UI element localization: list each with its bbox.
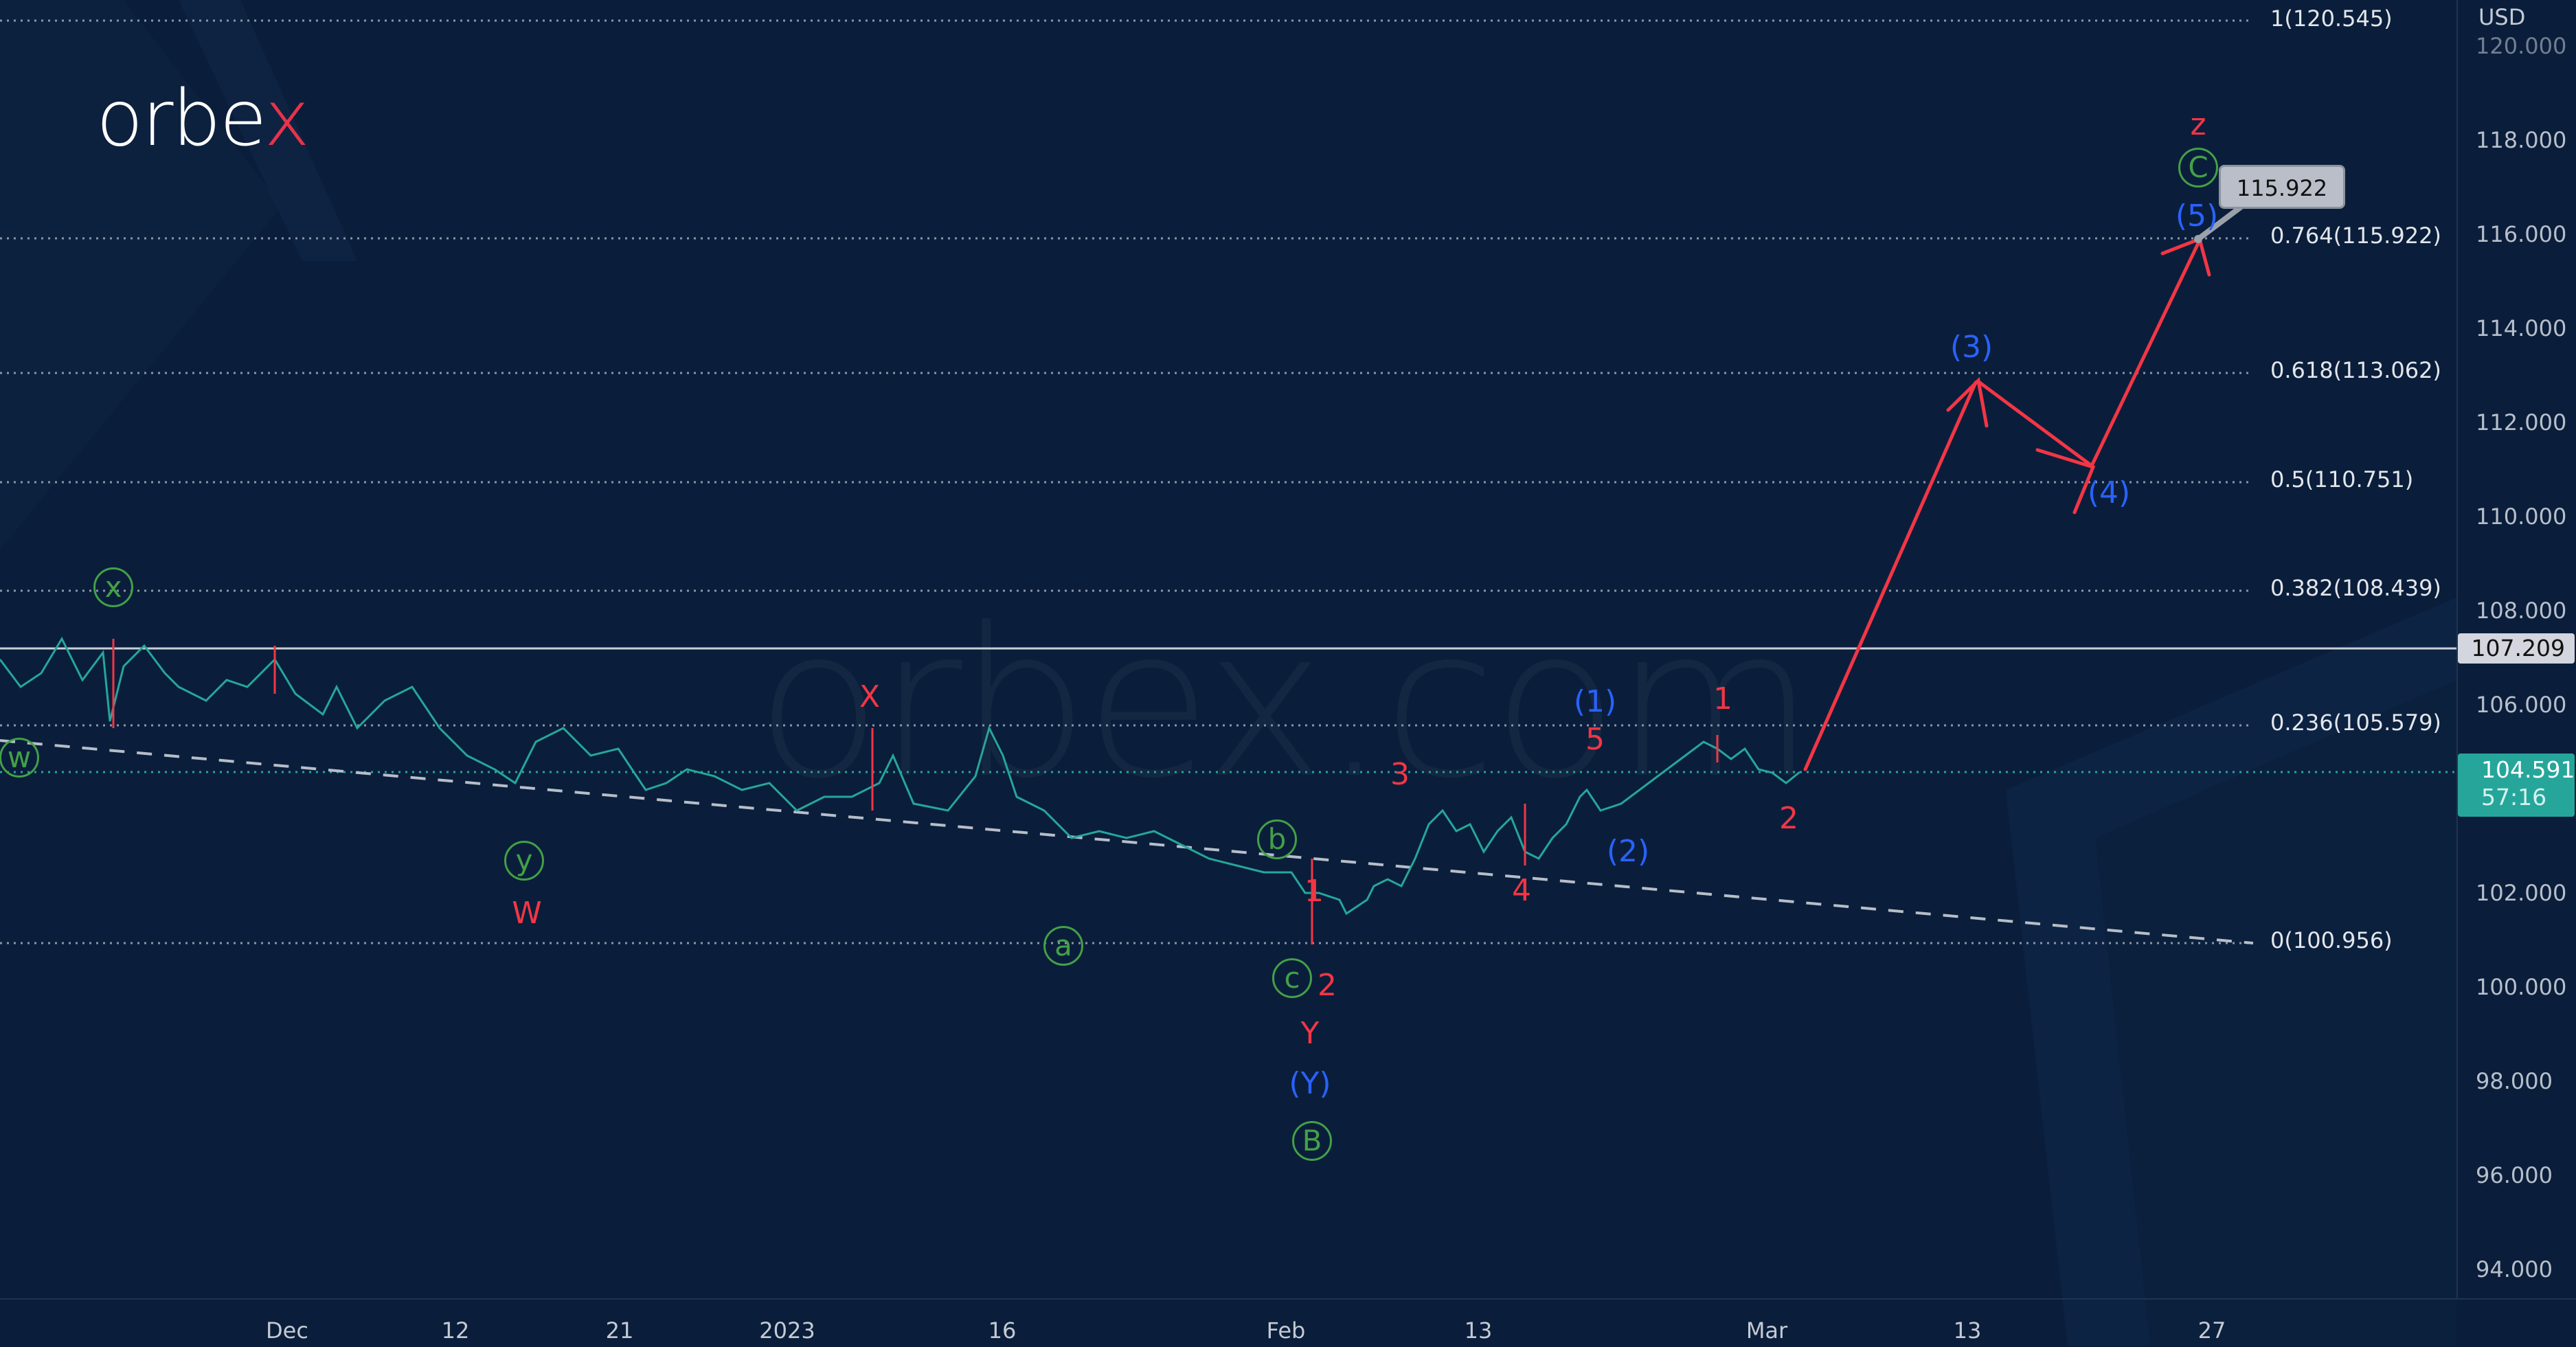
wave-label-B: B [1292, 1121, 1332, 1161]
price-series [0, 636, 1800, 916]
wave-label-z: z [2190, 107, 2206, 142]
time-tick: 27 [2197, 1317, 2226, 1344]
fib-label-0764: 0.764(115.922) [2270, 223, 2441, 249]
wave-label-y: y [504, 841, 544, 881]
fib-label-05: 0.5(110.751) [2270, 466, 2414, 493]
time-tick: 2023 [759, 1317, 815, 1344]
price-tick: 120.000 [2476, 33, 2567, 59]
wave-label-b: b [1257, 819, 1297, 859]
logo-accent-x: x [264, 74, 310, 163]
wave-label-sub3: 3 [1390, 757, 1410, 792]
price-tick: 108.000 [2476, 598, 2567, 624]
last-price-value: 104.591 [2481, 756, 2575, 783]
price-tick: 100.000 [2476, 974, 2567, 1000]
wave-label-minor2: 2 [1779, 801, 1798, 836]
wave-label-C: C [2178, 148, 2218, 188]
wave-label-a: a [1043, 926, 1083, 966]
time-tick: 13 [1953, 1317, 1982, 1344]
wave-label-W: W [512, 896, 542, 931]
fib-label-1: 1(120.545) [2270, 5, 2393, 32]
time-tick: 13 [1464, 1317, 1493, 1344]
red-candles [112, 639, 1719, 944]
wave-label-sub2: 2 [1318, 968, 1337, 1003]
bar-countdown: 57:16 [2481, 784, 2547, 811]
wave-label-Y: Y [1300, 1016, 1320, 1051]
time-tick: 21 [605, 1317, 634, 1344]
time-axis[interactable] [0, 1298, 2576, 1347]
wave-label-minor1: 1 [1713, 681, 1732, 716]
price-axis[interactable] [2456, 0, 2576, 1298]
wave-label-w: w [0, 738, 39, 778]
callout-pointer [2196, 203, 2244, 242]
wave-label-5-paren: (5) [2175, 199, 2219, 234]
wave-label-2-paren: (2) [1606, 834, 1650, 869]
trendline [0, 739, 2254, 944]
orbex-logo: orbex [96, 74, 310, 163]
price-tick: 116.000 [2476, 221, 2567, 247]
wave-label-sub4: 4 [1512, 873, 1531, 908]
fib-label-0236: 0.236(105.579) [2270, 710, 2441, 736]
wave-label-c: c [1272, 958, 1312, 998]
last-price-badge: 104.591 57:16 [2458, 754, 2575, 817]
price-tick: 102.000 [2476, 880, 2567, 906]
horizontal-level-badge: 107.209 [2458, 633, 2575, 664]
price-tick: 96.000 [2476, 1162, 2553, 1188]
target-price-callout: 115.922 [2219, 165, 2345, 209]
wave-label-1-paren: (1) [1573, 684, 1617, 719]
watermark: orbex.com [756, 584, 1815, 824]
price-tick: 110.000 [2476, 503, 2567, 530]
wave-label-X: X [859, 679, 881, 714]
wave-label-4-paren: (4) [2087, 475, 2131, 510]
price-tick: 106.000 [2476, 692, 2567, 718]
time-tick: 16 [988, 1317, 1017, 1344]
price-tick: 94.000 [2476, 1256, 2553, 1282]
logo-text: orbe [96, 74, 266, 163]
forecast-path [1803, 236, 2211, 771]
fib-label-0618: 0.618(113.062) [2270, 357, 2441, 383]
fib-label-0: 0(100.956) [2270, 927, 2393, 953]
price-tick: 114.000 [2476, 315, 2567, 341]
wave-label-3-paren: (3) [1950, 330, 1993, 365]
fibonacci-lines [0, 19, 2253, 944]
time-tick: Feb [1266, 1317, 1306, 1344]
wave-label-Y-paren: (Y) [1289, 1066, 1331, 1101]
price-tick: 112.000 [2476, 409, 2567, 435]
wave-label-x: x [93, 567, 133, 607]
price-chart[interactable] [0, 0, 2456, 1298]
price-tick: 98.000 [2476, 1068, 2553, 1094]
time-tick: Mar [1745, 1317, 1788, 1344]
time-tick: Dec [266, 1317, 308, 1344]
time-tick: 12 [441, 1317, 470, 1344]
currency-label: USD [2478, 4, 2526, 30]
fib-label-0382: 0.382(108.439) [2270, 575, 2441, 601]
wave-label-sub5: 5 [1585, 722, 1605, 757]
wave-label-sub1: 1 [1304, 874, 1324, 909]
price-tick: 118.000 [2476, 127, 2567, 153]
